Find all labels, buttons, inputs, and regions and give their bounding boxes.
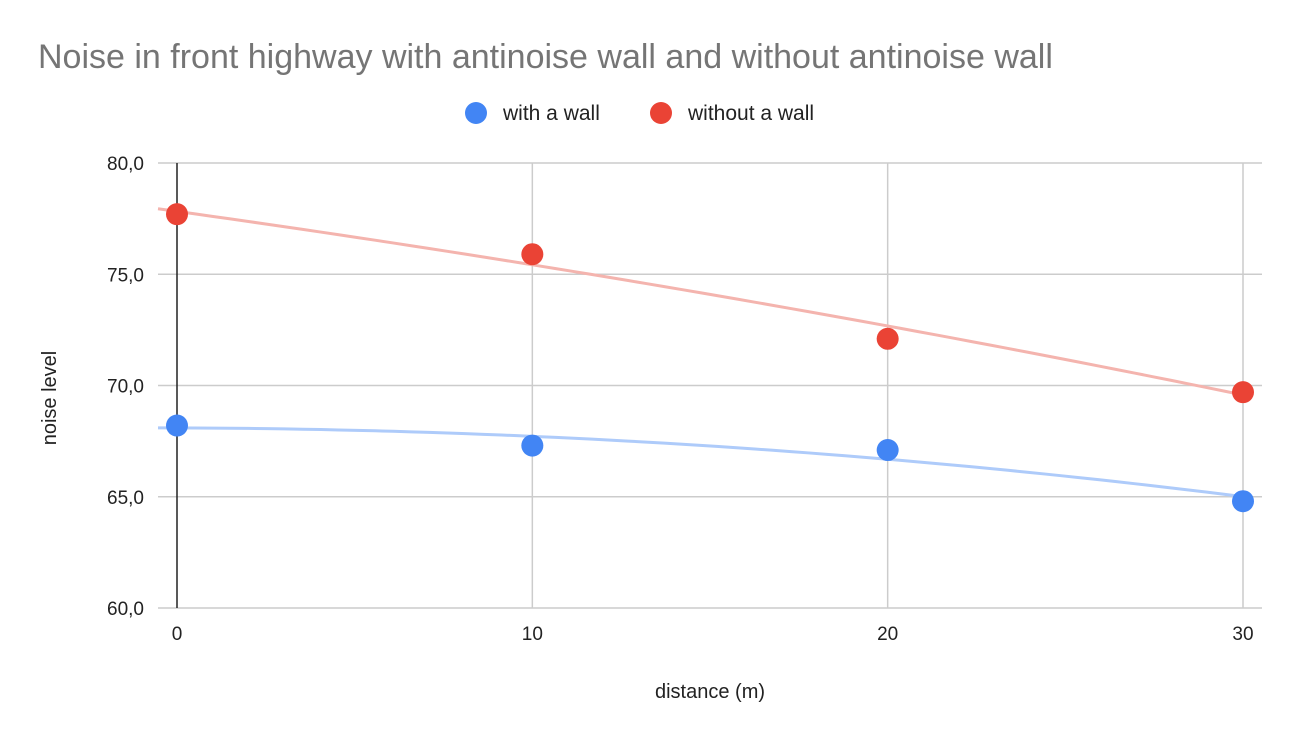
chart-title: Noise in front highway with antinoise wa… [38, 38, 1053, 76]
data-point-with-a-wall [1232, 490, 1254, 513]
x-tick-label: 20 [877, 624, 898, 645]
grid [158, 162, 1262, 609]
legend-label: with a wall [502, 102, 600, 125]
y-tick-label: 70,0 [107, 377, 144, 398]
data-point-with-a-wall [521, 434, 544, 457]
x-tick-label: 10 [522, 624, 543, 645]
trendline-without-a-wall [157, 207, 1244, 397]
trendline-with-a-wall [157, 426, 1244, 499]
y-tick-label: 80,0 [107, 154, 144, 175]
legend-swatch [650, 102, 672, 124]
data-point-without-a-wall [876, 327, 899, 350]
y-tick-label: 60,0 [107, 599, 144, 620]
y-axis-title: noise level [39, 351, 61, 446]
x-tick-label: 30 [1232, 624, 1253, 645]
data-point-without-a-wall [521, 243, 544, 266]
data-point-without-a-wall [1232, 381, 1254, 404]
data-points [166, 203, 1254, 513]
legend: with a wall without a wall [465, 102, 814, 125]
y-tick-label: 65,0 [107, 488, 144, 509]
data-point-with-a-wall [166, 414, 188, 437]
trendlines [157, 207, 1244, 499]
data-point-with-a-wall [876, 439, 899, 462]
tick-labels: 60,0 65,0 70,0 75,0 80,0 0 10 20 30 [107, 154, 1254, 645]
x-axis-title: distance (m) [655, 681, 765, 703]
data-point-without-a-wall [166, 203, 188, 226]
legend-swatch [465, 102, 487, 124]
x-tick-label: 0 [172, 624, 183, 645]
legend-label: without a wall [687, 102, 814, 125]
y-tick-label: 75,0 [107, 265, 144, 286]
